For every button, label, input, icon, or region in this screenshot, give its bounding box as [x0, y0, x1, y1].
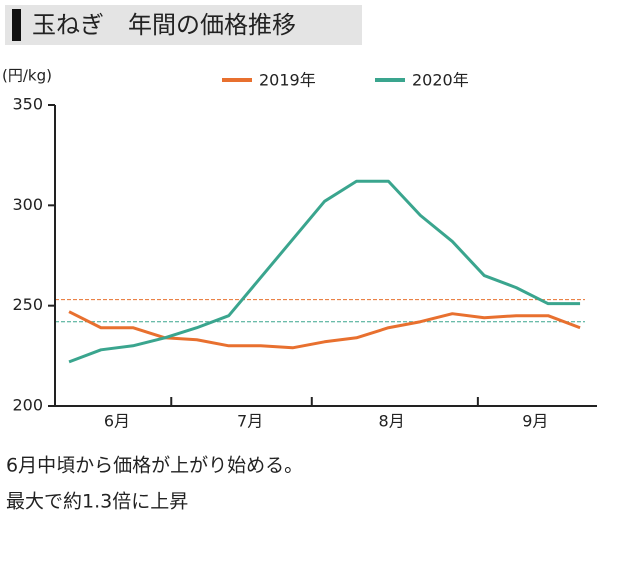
chart-title: 玉ねぎ 年間の価格推移	[32, 11, 296, 39]
note: 6月中頃から価格が上がり始める。	[6, 455, 303, 477]
x-tick-label: 7月	[237, 412, 263, 431]
title-marker	[12, 9, 21, 41]
x-tick-label: 9月	[522, 412, 548, 431]
series-line	[68, 310, 581, 350]
x-tick-label: 8月	[379, 412, 405, 431]
y-tick-label: 200	[12, 396, 43, 415]
y-unit: (円/kg)	[2, 67, 52, 85]
note: 最大で約1.3倍に上昇	[6, 491, 188, 513]
series-line	[68, 179, 581, 364]
x-tick-label: 6月	[104, 412, 130, 431]
y-tick-label: 350	[12, 95, 43, 114]
y-tick-label: 300	[12, 195, 43, 214]
legend-label: 2020年	[412, 71, 469, 90]
y-tick-label: 250	[12, 295, 43, 314]
title-background	[5, 5, 362, 45]
legend-label: 2019年	[259, 71, 316, 90]
